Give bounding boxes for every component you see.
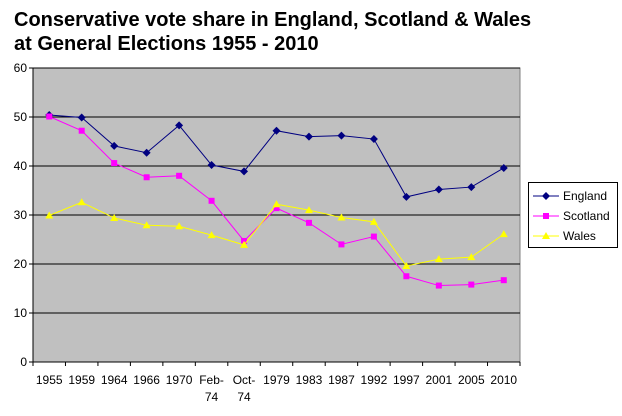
series-group bbox=[45, 111, 508, 289]
x-tick-label: Oct- bbox=[233, 373, 256, 387]
chart-title-line-1: Conservative vote share in England, Scot… bbox=[14, 9, 532, 31]
data-point-england bbox=[142, 148, 151, 157]
y-tick-label: 60 bbox=[14, 61, 28, 75]
data-point-scotland bbox=[46, 113, 53, 120]
data-point-wales bbox=[304, 206, 313, 214]
legend: England Scotland Wales bbox=[528, 182, 618, 248]
data-point-england bbox=[337, 131, 346, 140]
x-tick-label: 1983 bbox=[296, 373, 323, 387]
data-point-scotland bbox=[468, 281, 475, 288]
data-point-scotland bbox=[208, 197, 215, 204]
legend-swatch-scotland bbox=[533, 212, 559, 219]
data-point-england bbox=[175, 121, 184, 130]
data-point-wales bbox=[272, 200, 281, 208]
data-point-scotland bbox=[143, 174, 150, 181]
y-tick-label: 30 bbox=[14, 208, 28, 222]
legend-swatch-wales bbox=[533, 231, 559, 239]
data-point-scotland bbox=[78, 127, 85, 134]
data-point-scotland bbox=[273, 205, 280, 212]
x-tick-label: 1955 bbox=[36, 373, 63, 387]
data-point-scotland bbox=[435, 282, 442, 289]
x-tick-label: 1959 bbox=[68, 373, 95, 387]
data-point-wales bbox=[337, 213, 346, 221]
legend-item-scotland: Scotland bbox=[533, 206, 610, 224]
data-point-wales bbox=[142, 221, 151, 229]
data-point-wales bbox=[467, 253, 476, 261]
data-point-england bbox=[402, 192, 411, 201]
chart-title: Conservative vote share in England, Scot… bbox=[14, 8, 614, 56]
data-point-england bbox=[467, 183, 476, 192]
data-point-scotland bbox=[111, 160, 118, 167]
data-point-wales bbox=[207, 231, 216, 239]
x-tick-label: 1987 bbox=[328, 373, 355, 387]
legend-label-england: England bbox=[563, 188, 608, 203]
data-point-england bbox=[272, 126, 281, 135]
x-tick-label: 1979 bbox=[263, 373, 290, 387]
data-point-wales bbox=[402, 261, 411, 269]
x-tick-label: 1992 bbox=[361, 373, 388, 387]
legend-swatch-england bbox=[533, 191, 559, 200]
legend-label-wales: Wales bbox=[563, 228, 596, 243]
legend-item-wales: Wales bbox=[533, 226, 596, 244]
legend-label-scotland: Scotland bbox=[563, 208, 610, 223]
data-point-wales bbox=[434, 255, 443, 263]
data-point-scotland bbox=[500, 277, 507, 284]
y-tick-label: 50 bbox=[14, 110, 28, 124]
x-tick-label: 74 bbox=[205, 390, 219, 404]
data-point-wales bbox=[110, 213, 119, 221]
data-point-england bbox=[369, 135, 378, 144]
x-tick-label: 1970 bbox=[166, 373, 193, 387]
data-point-scotland bbox=[338, 241, 345, 248]
data-point-wales bbox=[175, 222, 184, 230]
x-tick-label: 1966 bbox=[133, 373, 160, 387]
data-point-scotland bbox=[176, 172, 183, 179]
data-point-wales bbox=[499, 230, 508, 238]
axes: 0 10 20 30 40 50 60 1955 1959 1964 1966 1970 Feb- 74 O… bbox=[14, 61, 521, 404]
y-tick-label: 40 bbox=[14, 159, 28, 173]
data-point-england bbox=[110, 141, 119, 150]
data-point-wales bbox=[45, 211, 54, 219]
data-point-wales bbox=[240, 240, 249, 248]
data-point-england bbox=[77, 113, 86, 122]
y-tick-label: 10 bbox=[14, 306, 28, 320]
x-tick-label: 1964 bbox=[101, 373, 128, 387]
data-point-england bbox=[304, 132, 313, 141]
data-point-wales bbox=[77, 198, 86, 206]
data-point-england bbox=[499, 163, 508, 172]
x-tick-label: 2010 bbox=[490, 373, 517, 387]
data-point-scotland bbox=[370, 233, 377, 240]
data-point-england bbox=[240, 167, 249, 176]
data-point-england bbox=[207, 161, 216, 170]
chart-title-line-2: at General Elections 1955 - 2010 bbox=[14, 33, 319, 55]
data-point-wales bbox=[369, 217, 378, 225]
x-tick-label: 2005 bbox=[458, 373, 485, 387]
y-tick-label: 20 bbox=[14, 257, 28, 271]
x-tick-label: 74 bbox=[237, 390, 251, 404]
legend-item-england: England bbox=[533, 186, 607, 204]
x-tick-label: 2001 bbox=[425, 373, 452, 387]
x-tick-label: Feb- bbox=[199, 373, 224, 387]
y-tick-label: 0 bbox=[20, 355, 27, 369]
data-point-england bbox=[434, 185, 443, 194]
data-point-scotland bbox=[403, 273, 410, 280]
x-tick-label: 1997 bbox=[393, 373, 420, 387]
data-point-scotland bbox=[305, 219, 312, 226]
